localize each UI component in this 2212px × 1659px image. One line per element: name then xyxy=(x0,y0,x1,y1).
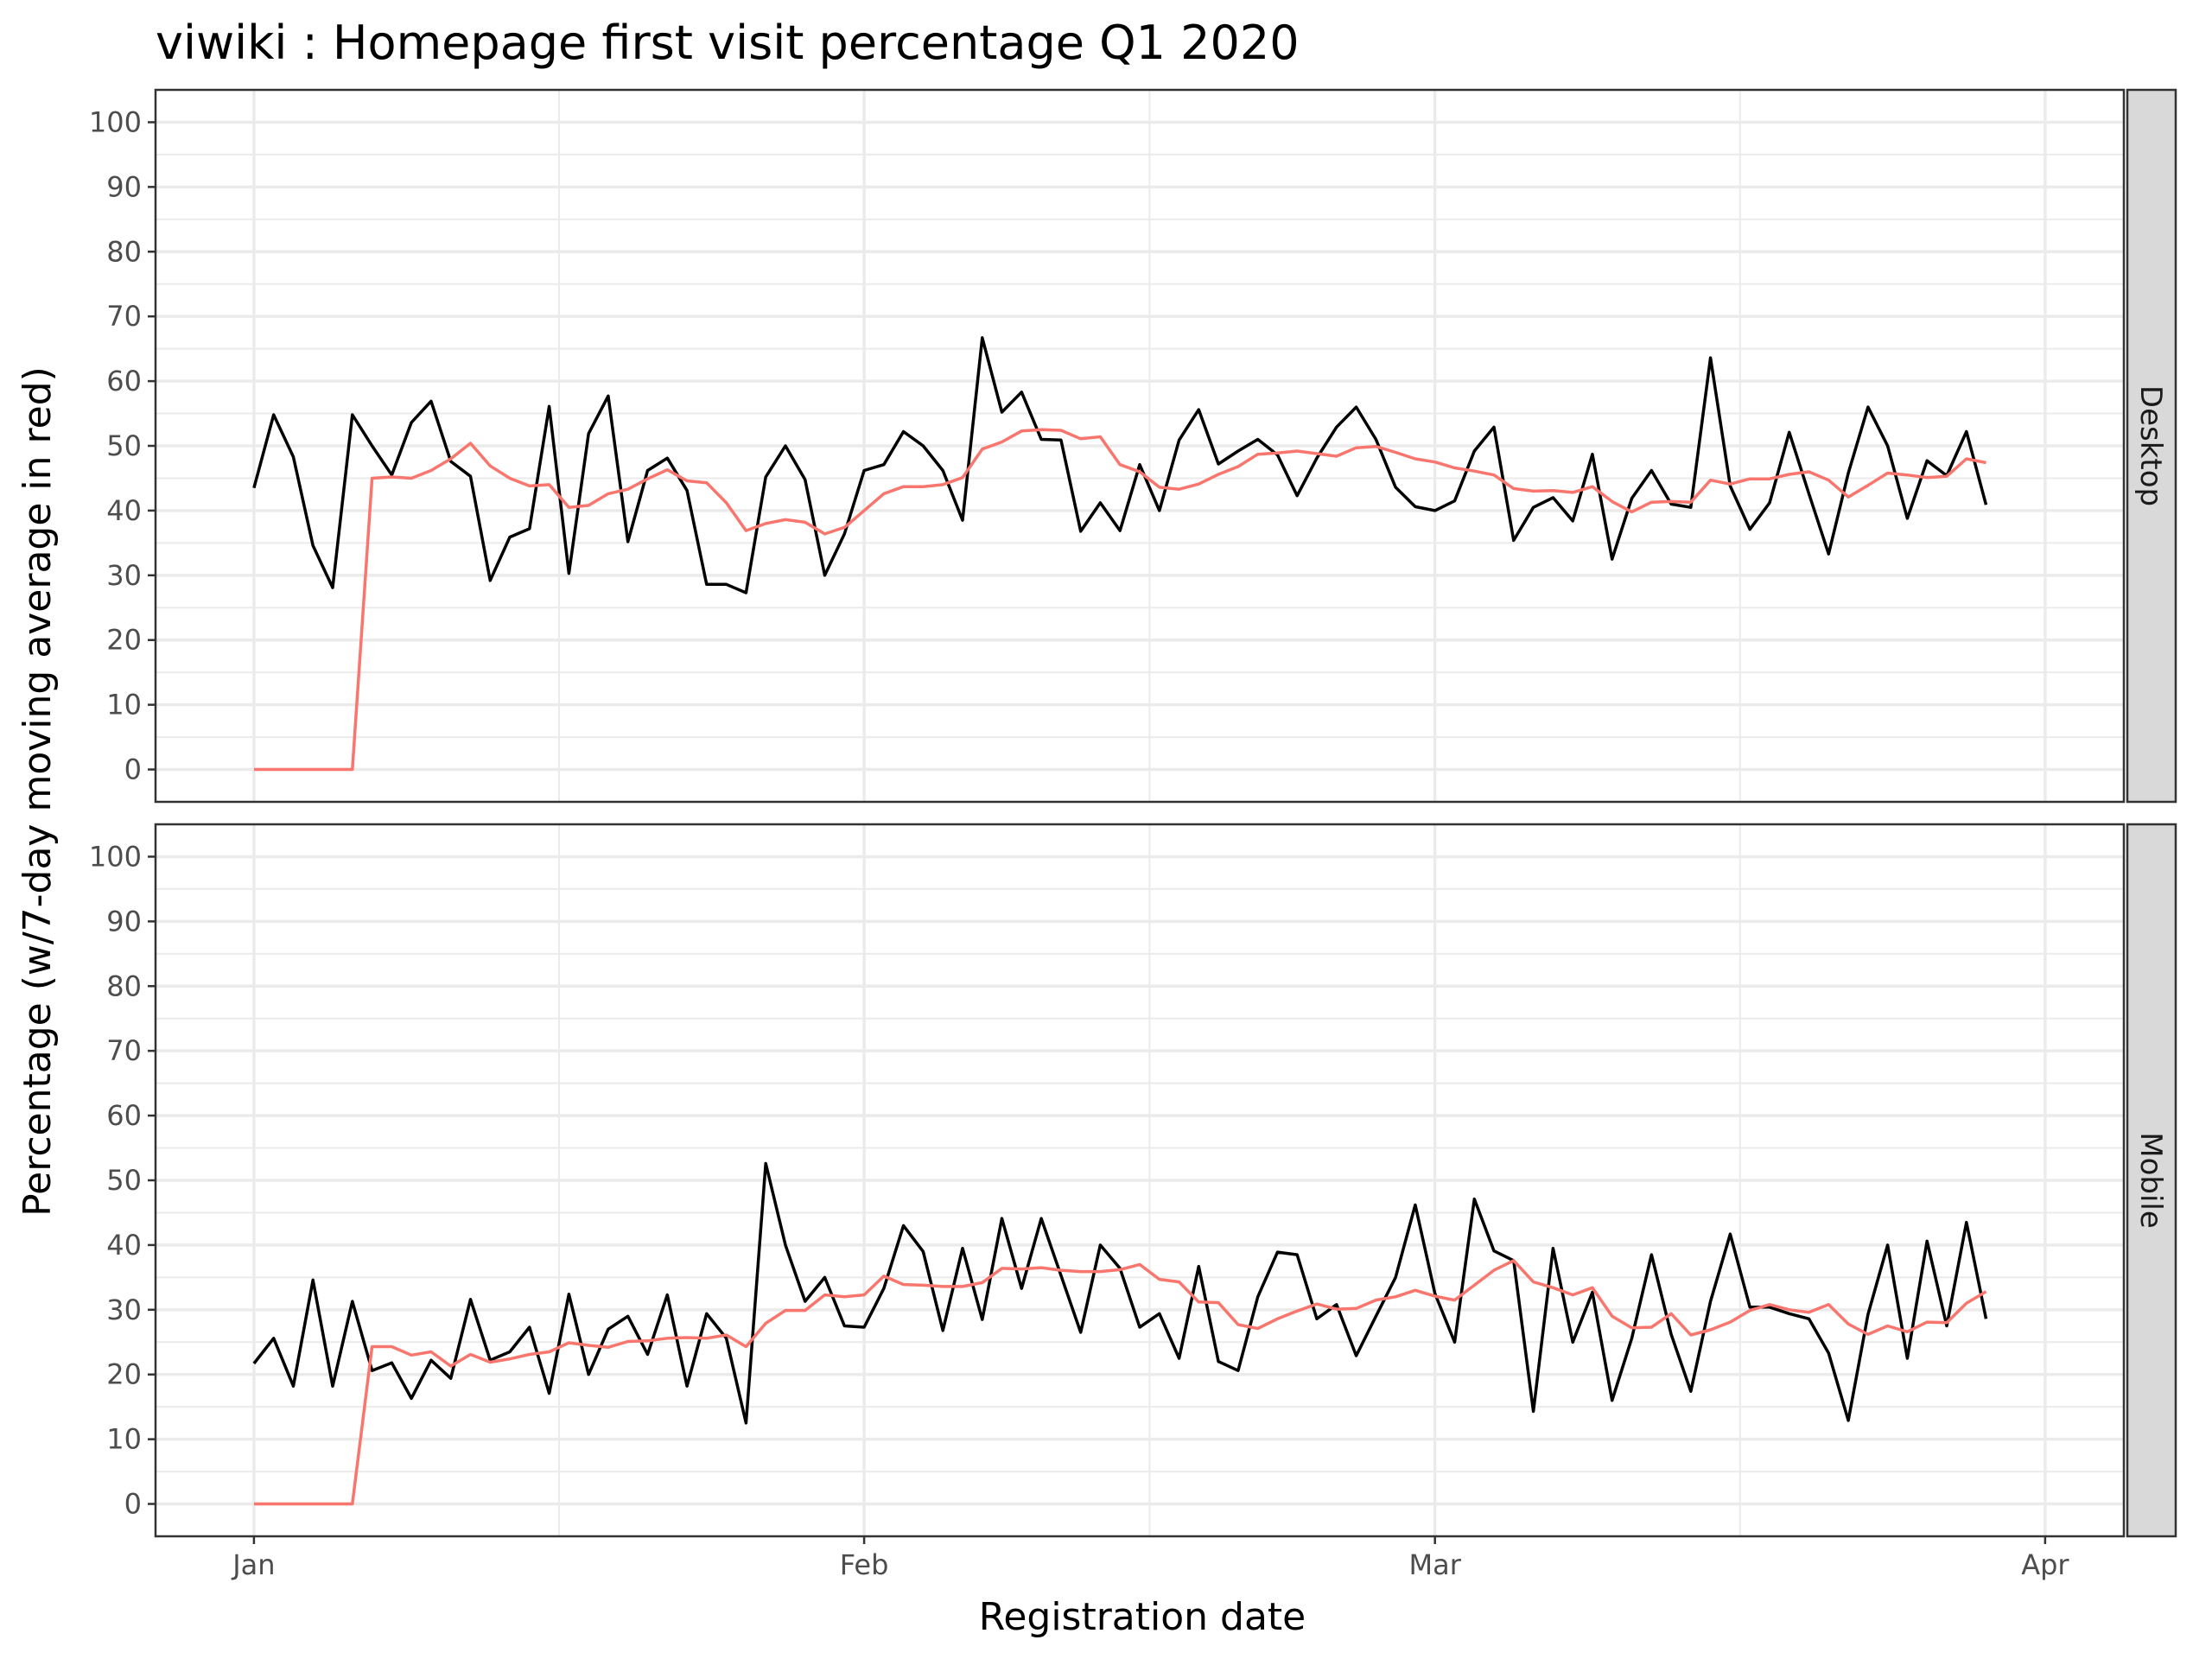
y-tick-label: 40 xyxy=(106,494,142,527)
x-tick-label: Feb xyxy=(840,1548,889,1581)
series-line-daily xyxy=(252,336,1988,594)
facet-strip xyxy=(2126,88,2177,804)
y-tick-label: 70 xyxy=(106,300,142,333)
panel-mobile: 0 10 20 30 40 50 60 70 80 90 100 Mobile xyxy=(89,823,2177,1538)
y-tick-label: 10 xyxy=(106,1423,142,1456)
y-tick-label: 0 xyxy=(124,753,142,786)
y-tick-label: 90 xyxy=(106,905,142,938)
facet-strip xyxy=(2126,823,2177,1538)
y-tick-label: 50 xyxy=(106,429,142,462)
x-axis: Jan Feb Mar Apr xyxy=(231,1536,2069,1581)
x-tick-label: Apr xyxy=(2021,1548,2069,1581)
y-tick-label: 60 xyxy=(106,1099,142,1132)
x-tick-label: Jan xyxy=(231,1548,275,1581)
series-line-moving-average xyxy=(253,428,1986,772)
y-tick-label: 70 xyxy=(106,1034,142,1067)
y-tick-label: 10 xyxy=(106,689,142,721)
facet-label: Desktop xyxy=(2133,385,2168,506)
panel-desktop: 0 10 20 30 40 50 60 70 80 90 100 Desktop xyxy=(89,88,2177,804)
x-axis-title: Registration date xyxy=(979,1595,1306,1639)
facet-panels: 0 10 20 30 40 50 60 70 80 90 100 Desktop 0 10 20 30 40 50… xyxy=(89,88,2177,1538)
y-tick-label: 100 xyxy=(89,840,142,873)
y-tick-label: 90 xyxy=(106,170,142,203)
panel-border xyxy=(154,823,2126,1538)
x-tick-label: Mar xyxy=(1409,1548,1462,1581)
y-tick-label: 20 xyxy=(106,624,142,657)
y-tick-label: 100 xyxy=(89,105,142,138)
y-tick-label: 30 xyxy=(106,1294,142,1326)
y-tick-label: 20 xyxy=(106,1358,142,1391)
chart-title: viwiki : Homepage first visit percentage… xyxy=(156,16,1300,70)
facet-label: Mobile xyxy=(2133,1132,2168,1229)
y-tick-label: 60 xyxy=(106,365,142,397)
series-line-moving-average xyxy=(253,1259,1987,1506)
y-tick-label: 30 xyxy=(106,559,142,592)
y-tick-label: 0 xyxy=(124,1488,142,1521)
y-tick-label: 80 xyxy=(106,969,142,1002)
panel-border xyxy=(154,88,2126,804)
y-tick-label: 40 xyxy=(106,1229,142,1262)
y-tick-label: 50 xyxy=(106,1164,142,1197)
y-axis-title: Percentage (w/7-day moving average in re… xyxy=(16,366,60,1217)
y-tick-label: 80 xyxy=(106,235,142,268)
